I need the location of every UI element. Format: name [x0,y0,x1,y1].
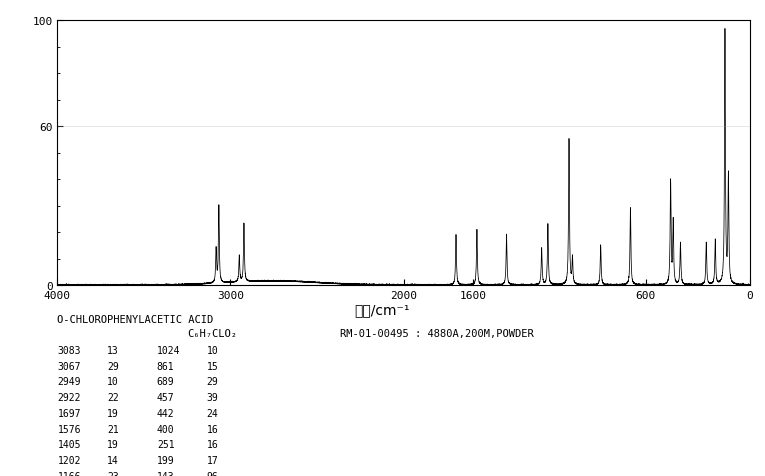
Text: 29: 29 [207,377,218,387]
Text: 2949: 2949 [57,377,81,387]
Text: 24: 24 [207,408,218,418]
Text: 1024: 1024 [157,345,181,355]
Text: 3067: 3067 [57,361,81,371]
Text: 861: 861 [157,361,174,371]
Text: 13: 13 [107,345,119,355]
Text: 39: 39 [207,392,218,402]
Text: 16: 16 [207,439,218,449]
Text: 251: 251 [157,439,174,449]
Text: 15: 15 [207,361,218,371]
Text: O-CHLOROPHENYLACETIC ACID: O-CHLOROPHENYLACETIC ACID [57,314,213,324]
Text: 1202: 1202 [57,455,81,465]
Text: 23: 23 [107,471,119,476]
Text: 14: 14 [107,455,119,465]
Text: 1405: 1405 [57,439,81,449]
Text: RM-01-00495 : 4880A,200M,POWDER: RM-01-00495 : 4880A,200M,POWDER [340,328,534,338]
Text: C₆H₇CLO₂: C₆H₇CLO₂ [187,328,237,338]
Text: 22: 22 [107,392,119,402]
Text: 457: 457 [157,392,174,402]
Text: 19: 19 [107,439,119,449]
Text: 442: 442 [157,408,174,418]
Text: 10: 10 [107,377,119,387]
Text: 1166: 1166 [57,471,81,476]
Text: 143: 143 [157,471,174,476]
Text: 1697: 1697 [57,408,81,418]
Text: 19: 19 [107,408,119,418]
Text: 96: 96 [207,471,218,476]
Text: 2922: 2922 [57,392,81,402]
Text: 16: 16 [207,424,218,434]
Text: 17: 17 [207,455,218,465]
Text: 29: 29 [107,361,119,371]
Text: 波数/cm⁻¹: 波数/cm⁻¹ [355,302,410,316]
Text: 21: 21 [107,424,119,434]
Text: 3083: 3083 [57,345,81,355]
Text: 1576: 1576 [57,424,81,434]
Text: 199: 199 [157,455,174,465]
Text: 10: 10 [207,345,218,355]
Text: 400: 400 [157,424,174,434]
Text: 689: 689 [157,377,174,387]
